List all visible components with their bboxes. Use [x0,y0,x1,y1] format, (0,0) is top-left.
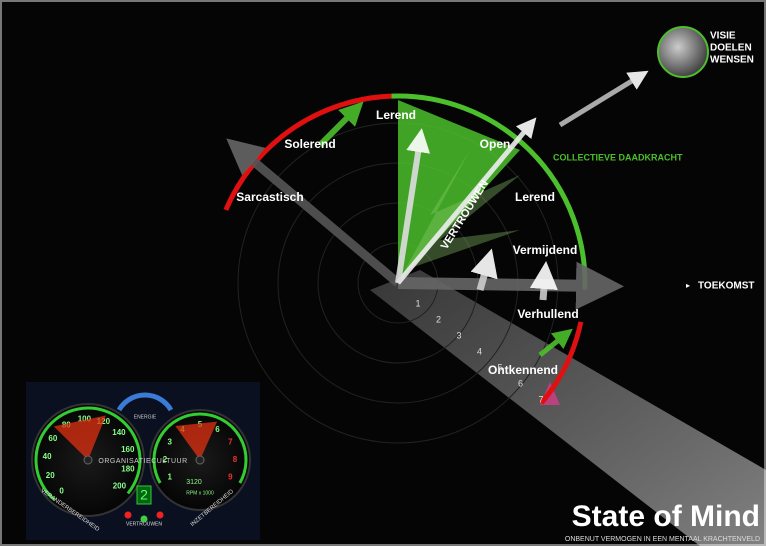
scale-number: 3 [456,330,461,340]
gauge-hub [84,456,92,464]
future-label: TOEKOMST [698,281,754,292]
force-arrow [398,283,600,286]
gauge-number: 7 [228,438,233,447]
footer-subtitle: ONBENUT VERMOGEN IN EEN MENTAAL KRACHTEN… [565,536,760,543]
gauge-number: 140 [112,428,126,437]
gauge-number: 0 [59,487,64,496]
gauge-number: 160 [121,445,135,454]
warning-light [125,512,132,519]
target-planet [658,27,708,77]
mindset-label: Vermijdend [513,243,578,257]
gauge-hub [196,456,204,464]
target-label: DOELEN [710,43,752,54]
gauge-number: 60 [48,434,57,443]
collective-label: COLLECTIEVE DAADKRACHT [553,152,683,162]
gauge-number: 20 [46,471,55,480]
rpm-unit: RPM x 1000 [186,490,214,496]
gauge-number: 200 [113,481,127,490]
gauge-number: 3 [167,438,172,447]
mindset-label: Solerend [284,137,335,151]
scale-number: 5 [497,362,502,372]
future-bullet: ▸ [686,281,690,290]
target-label: WENSEN [710,55,754,66]
rpm-display: 3120 [186,479,202,486]
mindset-label: Verhullend [517,307,578,321]
scale-number: 2 [436,314,441,324]
scale-number: 7 [538,394,543,404]
mindset-label: Lerend [376,108,416,122]
gauge-number: 6 [215,425,220,434]
gauge-number: 8 [233,455,238,464]
dashboard: ENERGIE020406080100120140160180200123456… [26,382,260,540]
scale-number: 1 [415,298,420,308]
mindset-label: Open [480,137,511,151]
energy-label: ENERGIE [134,414,157,420]
gear: 2 [140,487,148,503]
warning-light [141,516,148,523]
gauge-number: 180 [121,464,135,473]
gauge-number: 40 [43,452,52,461]
mindset-label: Lerend [515,190,555,204]
target-label: VISIE [710,31,736,42]
gauge-number: 9 [228,473,233,482]
force-arrow [543,275,545,300]
page: { "target": {"lines": ["VISIE", "DOELEN"… [0,0,766,546]
footer-title: State of Mind [572,500,760,533]
scale-number: 4 [477,346,482,356]
mindset-label: Sarcastisch [236,190,303,204]
scene: VISIEDOELENWENSEN Lerend Solerend Open Sarca… [0,0,766,546]
scale-number: 6 [518,378,523,388]
dashboard-title: ORGANISATIECULTUUR [98,458,187,465]
gauge-number: 1 [167,473,172,482]
warning-light [157,512,164,519]
